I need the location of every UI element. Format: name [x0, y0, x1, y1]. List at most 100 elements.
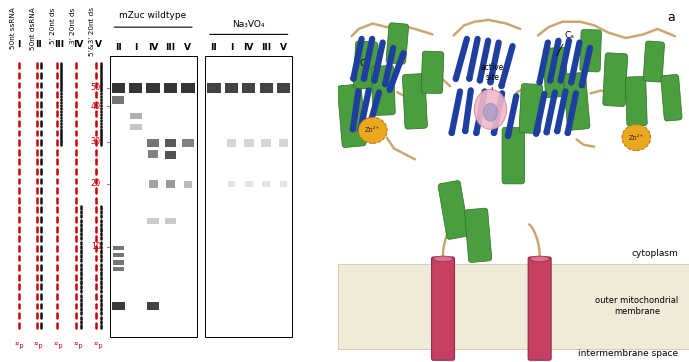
Bar	[280, 181, 287, 187]
Ellipse shape	[484, 103, 497, 121]
Bar	[165, 139, 176, 147]
Bar	[225, 83, 238, 93]
Text: III: III	[165, 43, 176, 51]
Text: 50: 50	[91, 84, 101, 92]
Bar	[227, 181, 235, 187]
Text: I: I	[229, 43, 233, 51]
Text: 10: 10	[91, 243, 101, 251]
Bar	[263, 181, 270, 187]
Text: I: I	[17, 40, 21, 49]
Text: Zn²⁺: Zn²⁺	[629, 135, 644, 140]
Text: Zn²⁺: Zn²⁺	[365, 127, 380, 133]
Bar	[166, 180, 175, 188]
Bar	[147, 218, 159, 224]
FancyBboxPatch shape	[603, 53, 628, 106]
Bar	[245, 181, 253, 187]
FancyBboxPatch shape	[464, 208, 492, 262]
Bar	[261, 139, 271, 147]
Text: 30: 30	[91, 138, 101, 146]
Text: ³²p: ³²p	[74, 342, 83, 349]
Bar	[165, 218, 176, 224]
Bar	[165, 151, 176, 159]
FancyBboxPatch shape	[386, 23, 409, 64]
Text: Cₐ: Cₐ	[564, 31, 574, 40]
FancyBboxPatch shape	[353, 41, 378, 89]
Bar	[113, 260, 123, 265]
Bar	[112, 96, 125, 104]
Text: III: III	[261, 43, 271, 51]
Bar	[147, 302, 159, 310]
Text: IV: IV	[148, 43, 158, 51]
Text: outer mitochondrial
membrane: outer mitochondrial membrane	[595, 296, 679, 316]
Text: 5’ 20nt ds: 5’ 20nt ds	[50, 7, 56, 43]
FancyBboxPatch shape	[421, 51, 444, 94]
Bar	[207, 83, 220, 93]
Bar	[149, 180, 158, 188]
Text: Cʙ: Cʙ	[360, 59, 371, 68]
Bar	[184, 181, 192, 188]
Ellipse shape	[530, 256, 549, 262]
FancyBboxPatch shape	[338, 84, 366, 147]
Bar	[110, 56, 196, 337]
Text: ³²p: ³²p	[54, 342, 63, 349]
Bar	[112, 83, 125, 93]
Text: V: V	[280, 43, 287, 51]
Bar	[244, 139, 254, 147]
Ellipse shape	[474, 89, 506, 129]
Text: mZuc wildtype: mZuc wildtype	[119, 11, 187, 20]
Bar	[112, 302, 125, 310]
Ellipse shape	[433, 256, 453, 262]
FancyBboxPatch shape	[563, 72, 590, 130]
Text: 3’ 20nt ds: 3’ 20nt ds	[70, 7, 76, 43]
FancyBboxPatch shape	[626, 76, 647, 126]
Bar	[130, 124, 142, 130]
Bar	[338, 264, 689, 349]
Text: III: III	[54, 40, 64, 49]
Text: II: II	[36, 40, 42, 49]
Text: 5’&3’ 20nt ds: 5’&3’ 20nt ds	[89, 7, 94, 56]
Ellipse shape	[622, 125, 650, 151]
Bar	[147, 83, 160, 93]
Text: II: II	[115, 43, 122, 51]
Text: V: V	[95, 40, 102, 49]
FancyBboxPatch shape	[528, 257, 551, 360]
Text: IV: IV	[74, 40, 84, 49]
Bar	[113, 267, 123, 271]
FancyBboxPatch shape	[502, 127, 524, 184]
Bar	[129, 83, 143, 93]
Text: 50nt ssRNA: 50nt ssRNA	[10, 7, 16, 49]
Bar	[148, 150, 158, 158]
Bar	[205, 56, 292, 337]
Bar	[181, 83, 194, 93]
Bar	[227, 139, 236, 147]
FancyBboxPatch shape	[543, 47, 568, 97]
Text: 40: 40	[91, 102, 101, 110]
Text: a: a	[667, 11, 675, 24]
FancyBboxPatch shape	[580, 29, 601, 72]
Text: active
site: active site	[480, 63, 504, 82]
Ellipse shape	[358, 117, 387, 143]
Bar	[113, 246, 123, 250]
FancyBboxPatch shape	[438, 181, 469, 239]
Text: II: II	[211, 43, 217, 51]
Text: 50nt dsRNA: 50nt dsRNA	[30, 7, 36, 50]
Text: IV: IV	[244, 43, 254, 51]
Bar	[242, 83, 256, 93]
Bar	[277, 83, 290, 93]
Text: intermembrane space: intermembrane space	[578, 349, 679, 358]
Bar	[130, 113, 142, 119]
Bar	[113, 253, 123, 257]
FancyBboxPatch shape	[519, 84, 543, 134]
FancyBboxPatch shape	[431, 257, 455, 360]
Bar	[260, 83, 273, 93]
FancyBboxPatch shape	[661, 75, 682, 121]
Bar	[147, 139, 159, 147]
Text: cytoplasm: cytoplasm	[632, 249, 679, 258]
Text: Nₐ: Nₐ	[533, 351, 546, 361]
FancyBboxPatch shape	[371, 66, 395, 115]
Text: Nʙ: Nʙ	[435, 351, 451, 361]
Text: 20: 20	[91, 180, 101, 188]
Text: I: I	[134, 43, 137, 51]
FancyBboxPatch shape	[402, 73, 427, 129]
Bar	[279, 139, 289, 147]
